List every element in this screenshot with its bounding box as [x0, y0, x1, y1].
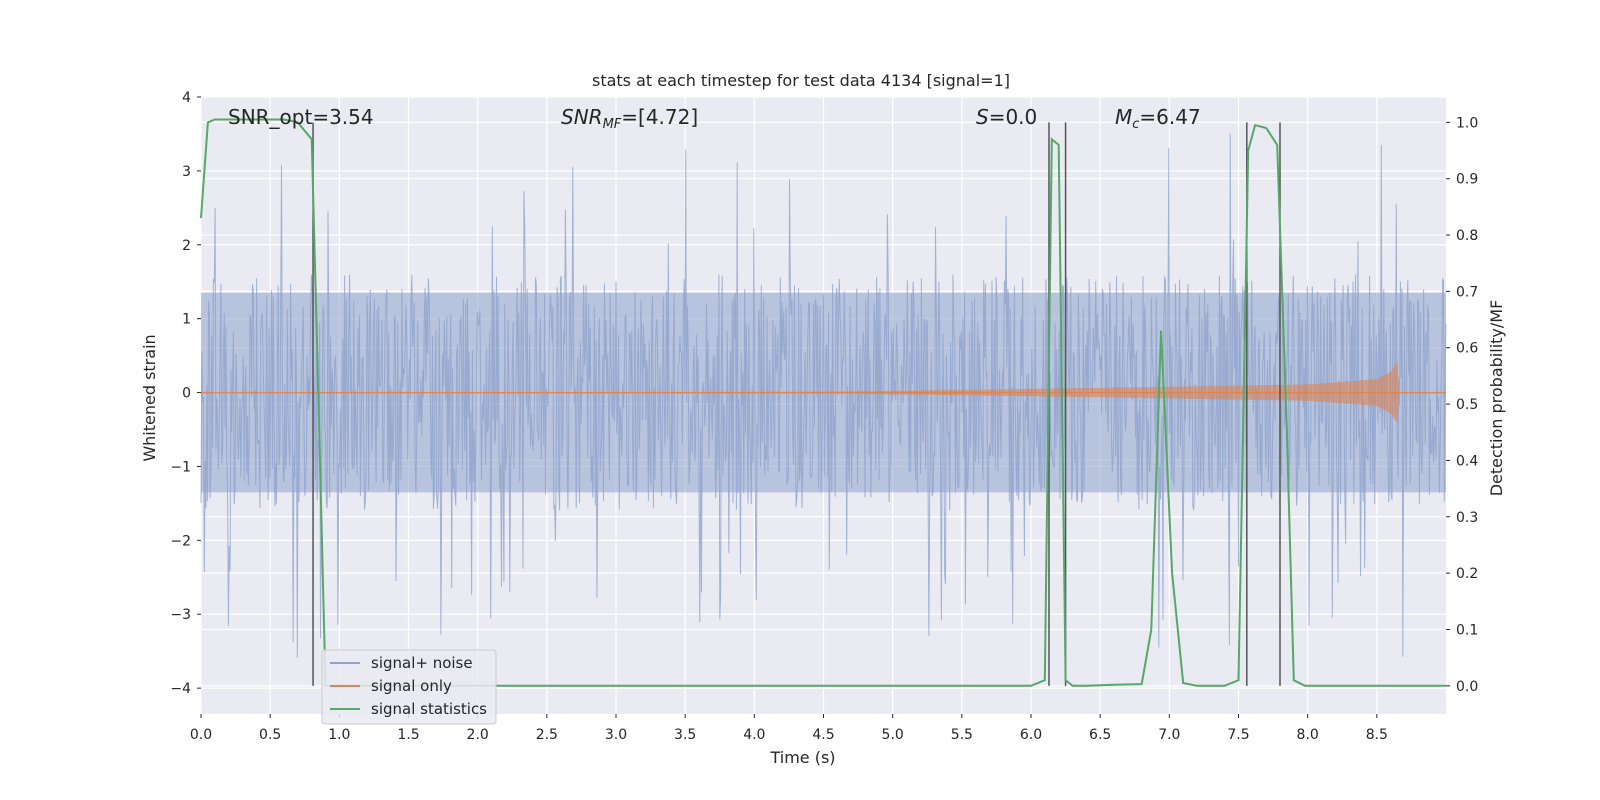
annotation-s-value: =0.0 — [989, 105, 1038, 129]
annotation-snr-mf-sub: MF — [603, 117, 622, 132]
y-right-tick-label: 0.6 — [1456, 341, 1478, 357]
annotation-snr-mf: SNRMF=[4.72] — [561, 105, 698, 132]
y-right-tick-label: 0.3 — [1456, 510, 1478, 526]
y-left-tick-label: −2 — [170, 533, 191, 549]
y-left-tick-label: 4 — [182, 90, 191, 106]
annotation-s: S=0.0 — [976, 105, 1037, 129]
y-axis-label-right: Detection probability/MF — [1487, 300, 1506, 497]
y-left-tick-label: 2 — [182, 238, 191, 254]
y-left-tick-label: −4 — [170, 681, 191, 697]
annotation-s-main: S — [976, 105, 989, 129]
statistics-line — [200, 118, 1446, 687]
y-right-tick-label: 0.2 — [1456, 566, 1478, 582]
y-right-tick-label: 0.9 — [1456, 172, 1478, 188]
y-right-tick-label: 0.0 — [1456, 679, 1478, 695]
series-signal-statistics — [200, 118, 1446, 687]
x-tick-label: 2.0 — [467, 727, 489, 743]
annotation-snr-opt: SNR_opt=3.54 — [228, 105, 374, 129]
annotation-mc-main: M — [1115, 105, 1132, 129]
legend-label-signal-only: signal only — [371, 677, 452, 695]
y-right-tick-label: 0.5 — [1456, 397, 1478, 413]
y-right-tick-label: 0.8 — [1456, 228, 1478, 244]
y-right-tick-label: 0.4 — [1456, 453, 1478, 469]
x-tick-label: 2.5 — [536, 727, 558, 743]
y-left-tick-label: 0 — [182, 386, 191, 402]
annotation-snr-mf-value: =[4.72] — [621, 105, 698, 129]
x-tick-label: 0.5 — [259, 727, 281, 743]
legend-label-signal-statistics: signal statistics — [371, 700, 487, 718]
chart-title: stats at each timestep for test data 413… — [592, 71, 1010, 90]
legend-box — [321, 649, 497, 725]
y-left-tick-label: −3 — [170, 607, 191, 623]
x-tick-label: 8.0 — [1297, 727, 1319, 743]
x-tick-label: 4.5 — [812, 727, 834, 743]
annotation-mc-value: =6.47 — [1139, 105, 1200, 129]
y-left-tick-label: 3 — [182, 164, 191, 180]
y-right-tick-label: 0.7 — [1456, 284, 1478, 300]
x-tick-label: 3.5 — [674, 727, 696, 743]
x-tick-label: 1.5 — [397, 727, 419, 743]
x-tick-label: 5.5 — [951, 727, 973, 743]
legend: signal+ noise signal only signal statist… — [321, 649, 497, 725]
x-tick-label: 6.0 — [1020, 727, 1042, 743]
x-tick-label: 8.5 — [1366, 727, 1388, 743]
legend-label-signal-noise: signal+ noise — [371, 654, 473, 672]
x-axis-label: Time (s) — [769, 748, 835, 767]
x-tick-label: 0.0 — [190, 727, 212, 743]
annotation-mc: Mc=6.47 — [1115, 105, 1201, 132]
y-left-tick-label: 1 — [182, 312, 191, 328]
y-right-tick-label: 1.0 — [1456, 115, 1478, 131]
y-axis-label-left: Whitened strain — [140, 334, 159, 461]
x-tick-label: 4.0 — [743, 727, 765, 743]
x-tick-label: 3.0 — [605, 727, 627, 743]
noise-line — [200, 133, 1447, 658]
series-signal-only — [201, 361, 1446, 424]
x-tick-label: 5.0 — [882, 727, 904, 743]
annotation-snr-mf-main: SNR — [561, 105, 603, 129]
y-right-tick-label: 0.1 — [1456, 622, 1478, 638]
x-tick-label: 6.5 — [1089, 727, 1111, 743]
y-left-tick-label: −1 — [170, 459, 191, 475]
tick-labels: 0.0 0.5 1.0 1.5 2.0 2.5 3.0 3.5 4.0 4.5 5.0 5.5 6.0 6… — [170, 90, 1478, 743]
annotation-mc-sub: c — [1132, 117, 1139, 132]
x-tick-label: 1.0 — [328, 727, 350, 743]
x-tick-label: 7.0 — [1158, 727, 1180, 743]
x-tick-label: 7.5 — [1227, 727, 1249, 743]
